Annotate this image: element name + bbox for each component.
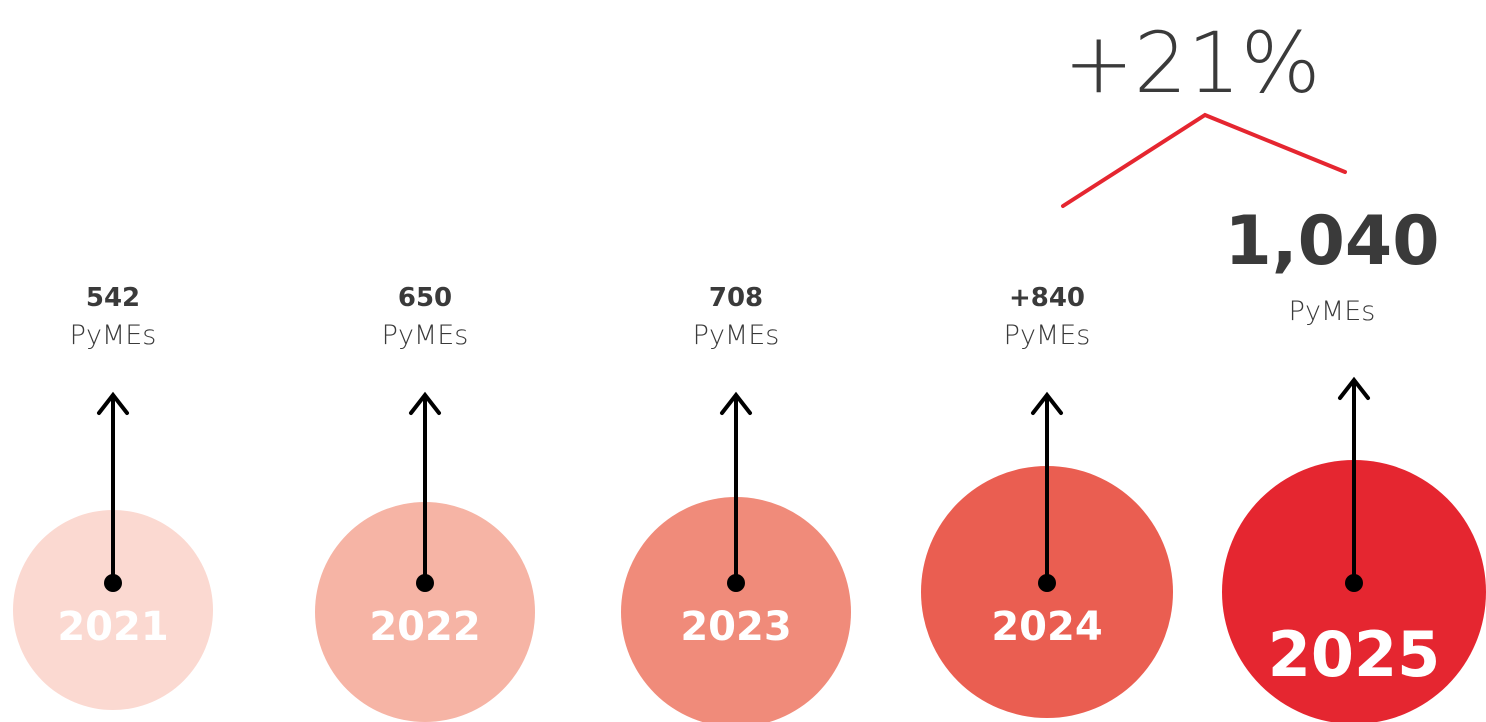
growth-label: +21% xyxy=(1063,14,1320,112)
year-circle xyxy=(621,497,851,722)
growth-bracket xyxy=(1061,112,1347,208)
unit-label: PyMEs xyxy=(693,320,780,351)
arrow-dot xyxy=(727,574,745,592)
unit-label: PyMEs xyxy=(382,320,469,351)
arrow-head xyxy=(97,391,129,415)
year-label: 2025 xyxy=(1268,618,1441,691)
year-label: 2021 xyxy=(57,604,168,650)
arrow-dot xyxy=(1038,574,1056,592)
unit-label: PyMEs xyxy=(1289,296,1376,327)
arrow-dot xyxy=(104,574,122,592)
value-label: 650 xyxy=(398,283,452,313)
year-label: 2022 xyxy=(369,604,480,650)
year-label: 2023 xyxy=(680,604,791,650)
year-circle xyxy=(315,502,535,722)
arrow-dot xyxy=(1345,574,1363,592)
unit-label: PyMEs xyxy=(1004,320,1091,351)
arrow-dot xyxy=(416,574,434,592)
year-label: 2024 xyxy=(991,604,1102,650)
arrow-head xyxy=(1031,391,1063,415)
arrow-head xyxy=(1338,376,1370,400)
value-label: 1,040 xyxy=(1224,202,1439,281)
value-label: 708 xyxy=(709,283,763,313)
unit-label: PyMEs xyxy=(70,320,157,351)
arrow-head xyxy=(409,391,441,415)
arrow-head xyxy=(720,391,752,415)
value-label: +840 xyxy=(1009,283,1085,313)
value-label: 542 xyxy=(86,283,140,313)
year-circle xyxy=(13,510,213,710)
